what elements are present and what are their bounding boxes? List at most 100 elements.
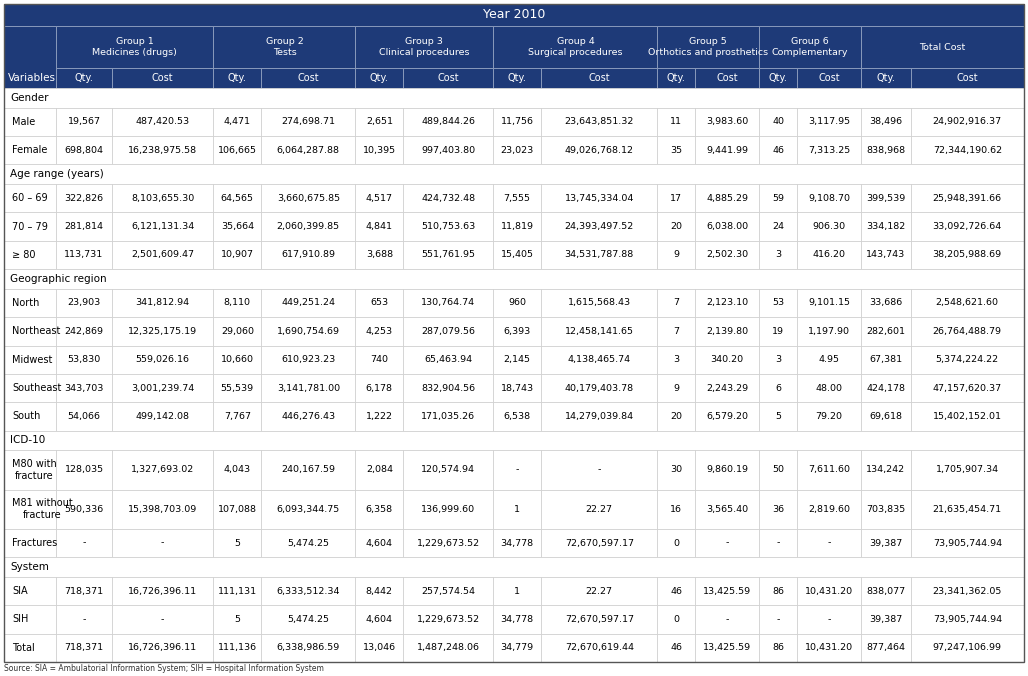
Text: 34,779: 34,779 bbox=[501, 644, 534, 652]
Bar bbox=[403, 107, 493, 136]
Bar bbox=[57, 241, 112, 269]
Bar bbox=[541, 241, 658, 269]
Text: 1,690,754.69: 1,690,754.69 bbox=[277, 327, 340, 336]
Bar bbox=[541, 317, 658, 345]
Bar bbox=[112, 605, 214, 633]
Text: 832,904.56: 832,904.56 bbox=[421, 383, 475, 393]
Text: 257,574.54: 257,574.54 bbox=[421, 587, 475, 596]
Bar bbox=[695, 529, 760, 557]
Text: 21,635,454.71: 21,635,454.71 bbox=[932, 505, 1002, 514]
Bar bbox=[541, 212, 658, 241]
Bar bbox=[493, 633, 541, 662]
Bar bbox=[760, 136, 797, 164]
Text: 130,764.74: 130,764.74 bbox=[421, 299, 475, 308]
Bar bbox=[214, 184, 261, 212]
Bar bbox=[911, 212, 1024, 241]
Text: 5: 5 bbox=[234, 539, 241, 548]
Bar bbox=[57, 289, 112, 317]
Bar bbox=[797, 633, 861, 662]
Text: 106,665: 106,665 bbox=[218, 146, 257, 155]
Text: 50: 50 bbox=[772, 466, 784, 475]
Bar bbox=[261, 633, 356, 662]
Bar bbox=[695, 317, 760, 345]
Bar bbox=[403, 577, 493, 605]
Bar bbox=[356, 241, 403, 269]
Bar bbox=[493, 212, 541, 241]
Text: 22.27: 22.27 bbox=[586, 587, 613, 596]
Bar bbox=[541, 402, 658, 431]
Bar bbox=[493, 402, 541, 431]
Bar bbox=[797, 184, 861, 212]
Text: 590,336: 590,336 bbox=[65, 505, 104, 514]
Text: Qty.: Qty. bbox=[769, 73, 787, 83]
Text: 489,844.26: 489,844.26 bbox=[421, 118, 475, 126]
Bar bbox=[760, 374, 797, 402]
Bar bbox=[214, 577, 261, 605]
Bar bbox=[4, 317, 57, 345]
Text: 703,835: 703,835 bbox=[867, 505, 906, 514]
Text: 72,670,619.44: 72,670,619.44 bbox=[564, 644, 633, 652]
Bar bbox=[658, 450, 695, 489]
Bar bbox=[658, 107, 695, 136]
Bar bbox=[797, 345, 861, 374]
Bar bbox=[541, 450, 658, 489]
Text: 13,425.59: 13,425.59 bbox=[703, 644, 751, 652]
Text: 510,753.63: 510,753.63 bbox=[421, 222, 475, 231]
Bar bbox=[911, 633, 1024, 662]
Bar bbox=[861, 289, 911, 317]
Text: -: - bbox=[776, 615, 780, 624]
Text: 4,604: 4,604 bbox=[366, 615, 393, 624]
Text: Qty.: Qty. bbox=[75, 73, 94, 83]
Text: Cost: Cost bbox=[818, 73, 840, 83]
Text: Qty.: Qty. bbox=[228, 73, 247, 83]
Bar bbox=[356, 26, 493, 68]
Bar bbox=[911, 402, 1024, 431]
Bar bbox=[214, 26, 356, 68]
Text: 143,743: 143,743 bbox=[867, 251, 906, 260]
Bar bbox=[911, 68, 1024, 88]
Text: 2,502.30: 2,502.30 bbox=[706, 251, 748, 260]
Text: 40,179,403.78: 40,179,403.78 bbox=[564, 383, 634, 393]
Text: 1,197.90: 1,197.90 bbox=[808, 327, 850, 336]
Text: 6,538: 6,538 bbox=[504, 412, 530, 421]
Bar bbox=[4, 4, 1024, 26]
Text: 18,743: 18,743 bbox=[501, 383, 534, 393]
Text: Group 2
Tests: Group 2 Tests bbox=[265, 37, 303, 57]
Bar bbox=[403, 317, 493, 345]
Text: Cost: Cost bbox=[588, 73, 610, 83]
Text: 838,077: 838,077 bbox=[867, 587, 906, 596]
Bar bbox=[760, 489, 797, 529]
Text: 14,279,039.84: 14,279,039.84 bbox=[564, 412, 634, 421]
Text: 55,539: 55,539 bbox=[221, 383, 254, 393]
Text: -: - bbox=[82, 539, 85, 548]
Bar bbox=[261, 605, 356, 633]
Bar bbox=[541, 633, 658, 662]
Text: 718,371: 718,371 bbox=[65, 644, 104, 652]
Text: 960: 960 bbox=[508, 299, 526, 308]
Text: 7,313.25: 7,313.25 bbox=[808, 146, 850, 155]
Text: 23,341,362.05: 23,341,362.05 bbox=[932, 587, 1002, 596]
Bar bbox=[356, 577, 403, 605]
Bar bbox=[57, 107, 112, 136]
Bar bbox=[493, 241, 541, 269]
Bar bbox=[760, 450, 797, 489]
Bar bbox=[658, 26, 760, 68]
Text: Source: SIA = Ambulatorial Information System; SIH = Hospital Information System: Source: SIA = Ambulatorial Information S… bbox=[4, 664, 324, 673]
Text: Qty.: Qty. bbox=[508, 73, 526, 83]
Text: Cost: Cost bbox=[438, 73, 460, 83]
Bar bbox=[760, 402, 797, 431]
Text: -: - bbox=[776, 539, 780, 548]
Bar bbox=[797, 241, 861, 269]
Text: M80 with
fracture: M80 with fracture bbox=[12, 459, 57, 481]
Bar bbox=[541, 605, 658, 633]
Text: 6,393: 6,393 bbox=[504, 327, 530, 336]
Bar bbox=[4, 212, 57, 241]
Bar bbox=[861, 450, 911, 489]
Text: 3: 3 bbox=[673, 355, 680, 364]
Text: 35: 35 bbox=[670, 146, 683, 155]
Bar bbox=[214, 529, 261, 557]
Text: 7: 7 bbox=[673, 299, 680, 308]
Text: 446,276.43: 446,276.43 bbox=[282, 412, 335, 421]
Text: 6,038.00: 6,038.00 bbox=[706, 222, 748, 231]
Bar bbox=[261, 402, 356, 431]
